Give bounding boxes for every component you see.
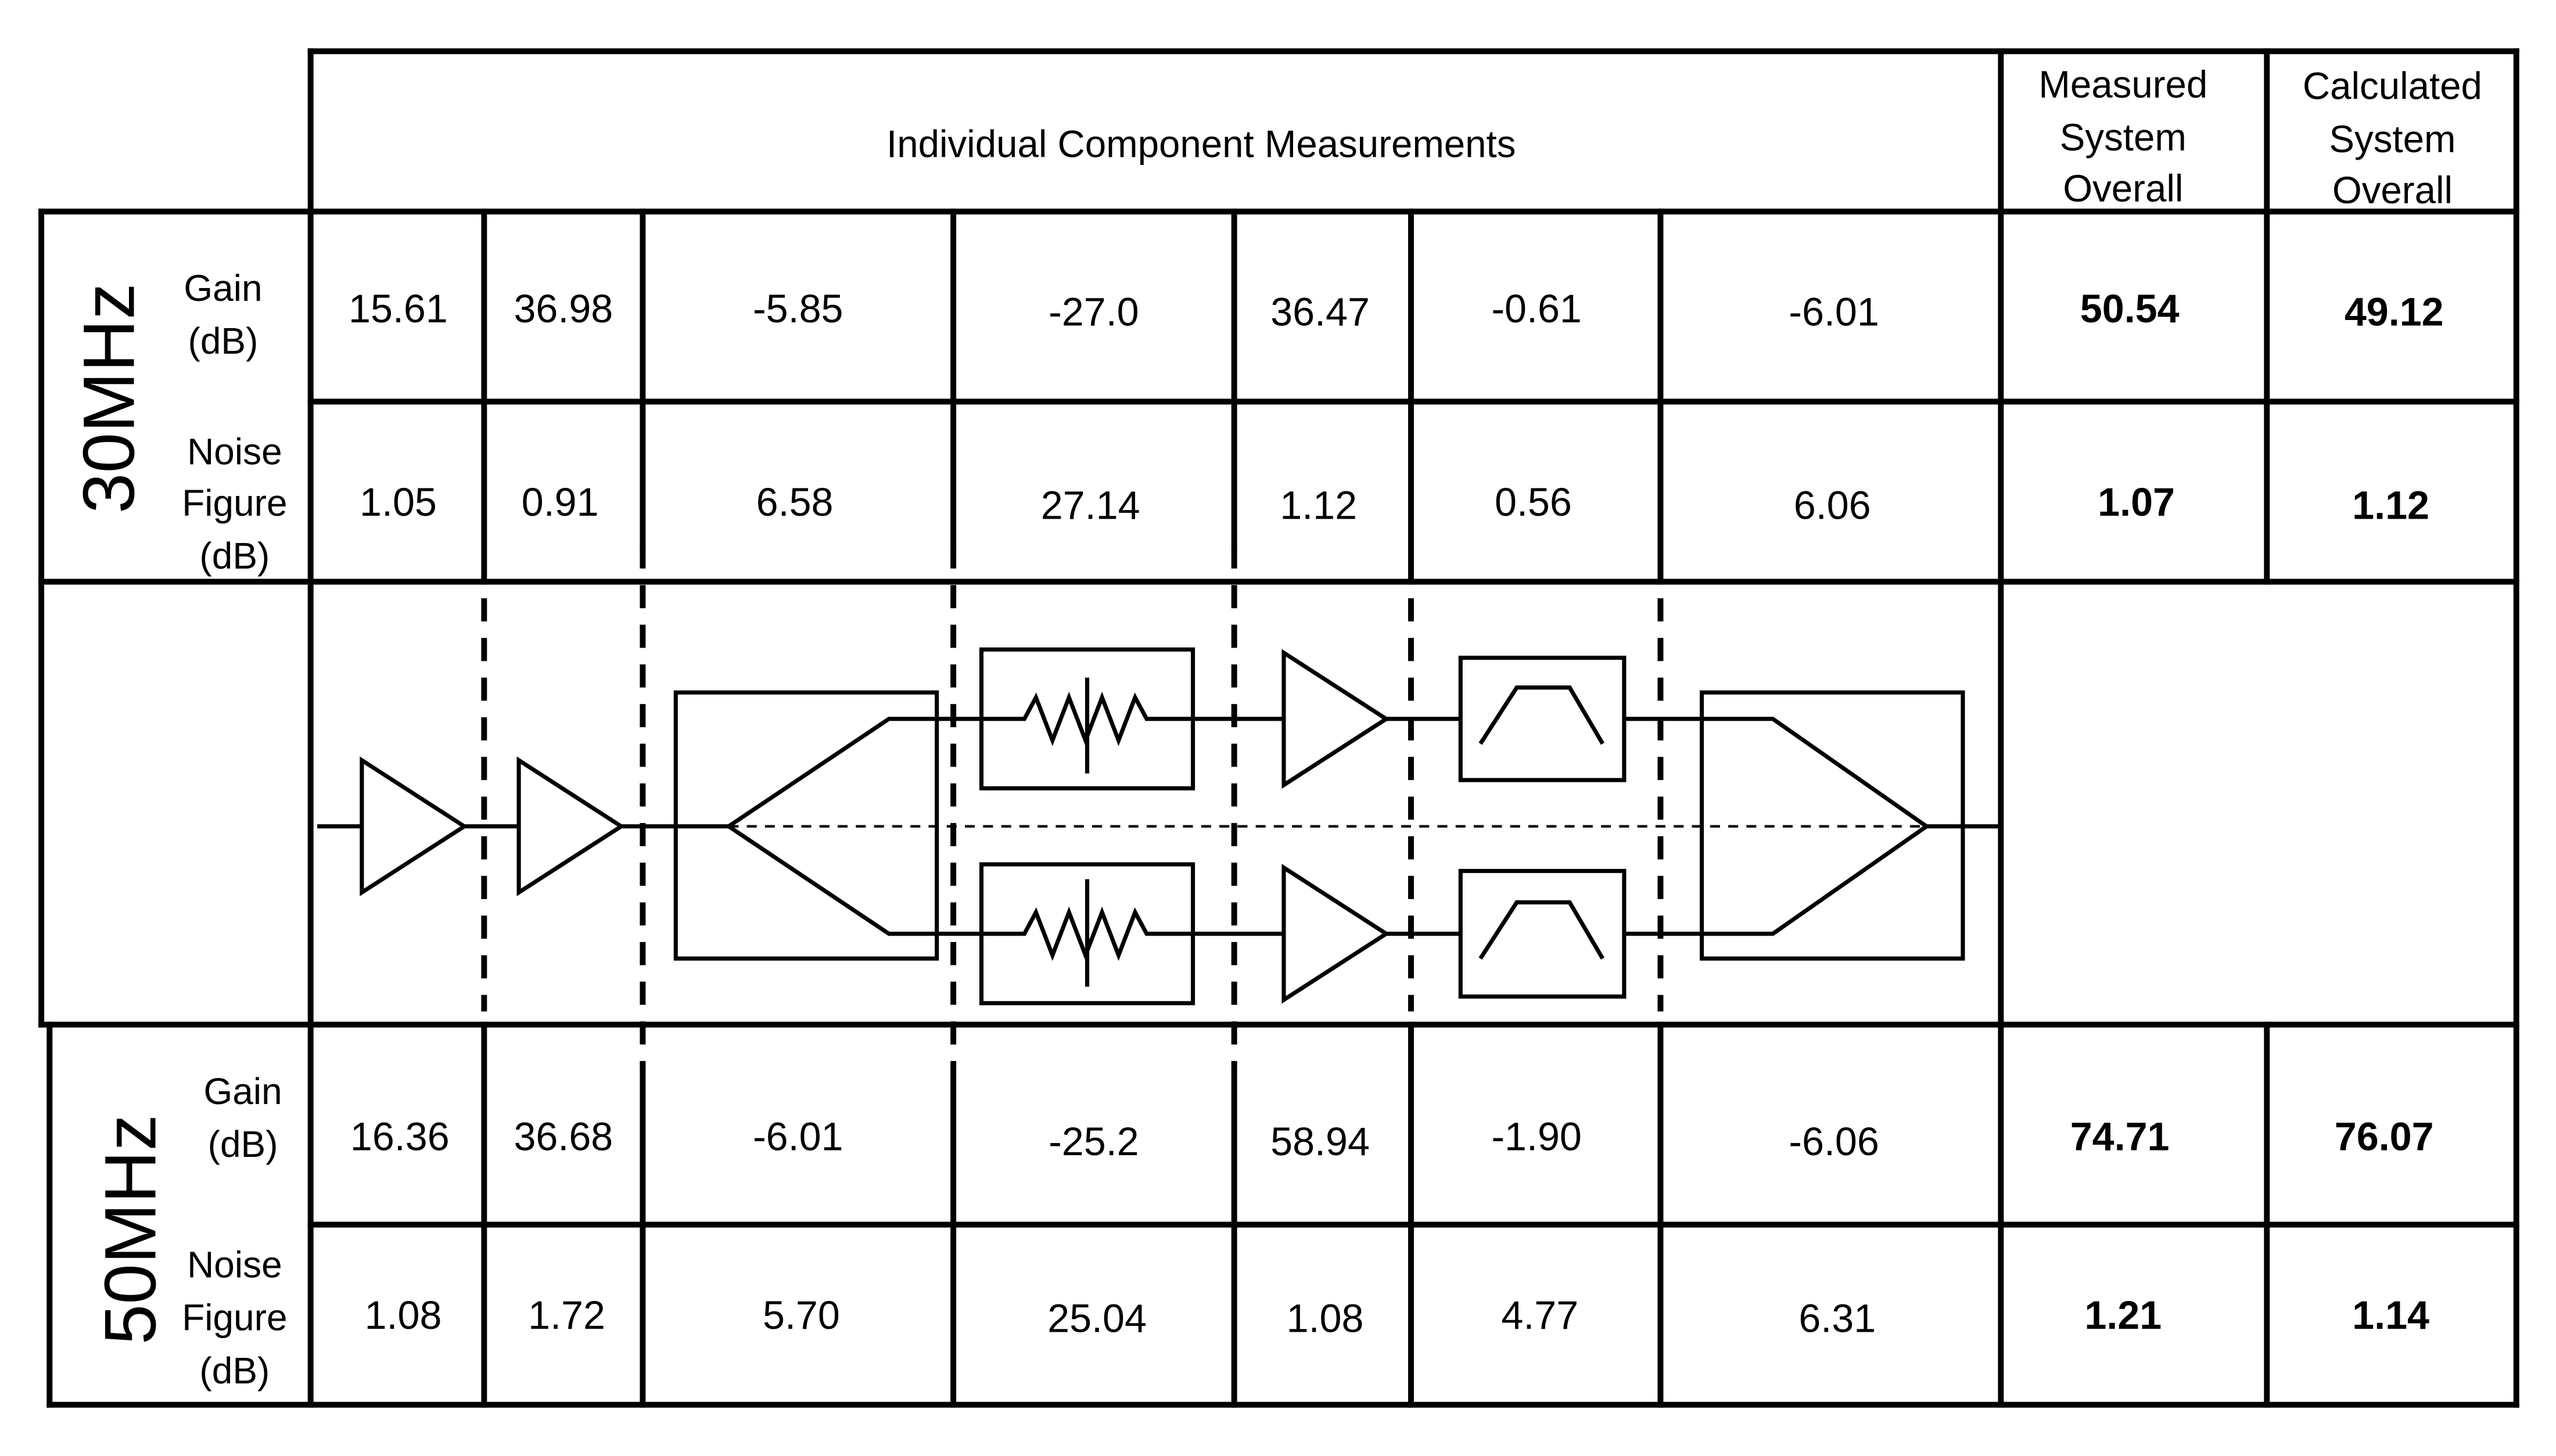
cell-value: 1.12	[1280, 484, 1357, 528]
variable-attenuator-upper-icon	[979, 647, 1196, 790]
cell-value: 6.06	[1794, 484, 1871, 528]
cell-value: 1.08	[1287, 1297, 1364, 1341]
measured-overall-value: 1.21	[2084, 1293, 2162, 1338]
cell-value: 0.91	[522, 480, 599, 524]
calculated-overall-value: 76.07	[2335, 1115, 2434, 1159]
cell-value: 58.94	[1270, 1120, 1370, 1164]
measured-overall-value: 50.54	[2080, 287, 2180, 331]
header-individual-measurements: Individual Component Measurements	[886, 123, 1516, 165]
row-label-line: Gain	[204, 1070, 282, 1112]
cell-value: 36.98	[514, 287, 613, 331]
amplifier-upper-icon	[1281, 649, 1390, 789]
cell-value: 4.77	[1501, 1293, 1578, 1338]
cell-value: 1.08	[365, 1293, 442, 1338]
amplifier-lower-icon	[1281, 864, 1390, 1004]
table-row-30mhz-gain: 15.61 36.98 -5.85 -27.0 36.47 -0.61 -6.0…	[349, 287, 2444, 335]
row-label-line: Gain	[184, 267, 262, 309]
header-calculated-line3: Overall	[2332, 169, 2453, 211]
row-label-line: (dB)	[199, 535, 270, 577]
amplifier-2-icon	[516, 756, 676, 897]
power-combiner-icon	[1699, 690, 2001, 961]
cell-value: 1.05	[360, 480, 437, 524]
row-label-line: (dB)	[188, 320, 259, 362]
table-row-50mhz-gain: 16.36 36.68 -6.01 -25.2 58.94 -1.90 -6.0…	[350, 1115, 2434, 1164]
cell-value: 6.58	[756, 480, 834, 524]
row-label-noise-figure-50mhz: Noise Figure (dB)	[182, 1244, 287, 1392]
cell-value: 36.47	[1270, 290, 1370, 335]
header-measured-line3: Overall	[2063, 167, 2183, 210]
bandpass-filter-upper-icon	[1458, 656, 1627, 782]
header-measured-line1: Measured	[2038, 63, 2207, 106]
header-measured-line2: System	[2060, 116, 2187, 159]
stage-separators	[481, 545, 1664, 1066]
row-label-gain-30mhz: Gain (dB)	[184, 267, 262, 362]
cell-value: -5.85	[753, 287, 843, 331]
cell-value: -6.01	[753, 1115, 843, 1159]
cell-value: 36.68	[514, 1115, 613, 1159]
cell-value: -1.90	[1491, 1115, 1582, 1159]
frequency-label-50mhz: 50MHz	[89, 1115, 171, 1345]
cell-value: 0.56	[1495, 480, 1572, 524]
cell-value: -6.01	[1789, 290, 1879, 335]
block-diagram	[317, 647, 2001, 1005]
table-grid	[38, 48, 2519, 1408]
cell-value: -27.0	[1049, 290, 1139, 335]
row-label-line: Figure	[182, 482, 287, 524]
cell-value: 1.72	[528, 1293, 605, 1338]
row-label-line: Noise	[187, 431, 282, 473]
row-label-gain-50mhz: Gain (dB)	[204, 1070, 282, 1165]
cell-value: 15.61	[349, 287, 448, 331]
cell-value: -0.61	[1491, 287, 1582, 331]
table-row-30mhz-noise-figure: 1.05 0.91 6.58 27.14 1.12 0.56 6.06 1.07…	[360, 480, 2429, 528]
table-row-50mhz-noise-figure: 1.08 1.72 5.70 25.04 1.08 4.77 6.31 1.21…	[365, 1293, 2429, 1341]
header-measured-overall: Measured System Overall	[2038, 63, 2207, 210]
bandpass-filter-lower-icon	[1458, 869, 1627, 999]
calculated-overall-value: 49.12	[2345, 290, 2444, 335]
header-calculated-line2: System	[2329, 118, 2456, 160]
cell-value: 16.36	[350, 1115, 450, 1159]
row-label-line: (dB)	[208, 1123, 278, 1165]
cell-value: 5.70	[763, 1293, 840, 1338]
cell-value: -6.06	[1789, 1120, 1879, 1164]
header-calculated-line1: Calculated	[2303, 65, 2482, 107]
variable-attenuator-lower-icon	[979, 862, 1196, 1005]
cell-value: 25.04	[1047, 1297, 1147, 1341]
row-label-noise-figure-30mhz: Noise Figure (dB)	[182, 431, 287, 577]
measured-overall-value: 1.07	[2098, 480, 2175, 524]
row-label-line: (dB)	[199, 1350, 270, 1392]
row-label-line: Figure	[182, 1297, 287, 1339]
cell-value: -25.2	[1049, 1120, 1139, 1164]
calculated-overall-value: 1.12	[2352, 484, 2429, 528]
row-label-line: Noise	[187, 1244, 282, 1286]
measured-overall-value: 74.71	[2070, 1115, 2170, 1159]
amplifier-1-icon	[317, 756, 519, 897]
calculated-overall-value: 1.14	[2352, 1293, 2429, 1338]
frequency-label-30mhz: 30MHz	[68, 283, 149, 514]
cell-value: 27.14	[1041, 484, 1140, 528]
cell-value: 6.31	[1798, 1297, 1876, 1341]
header-calculated-overall: Calculated System Overall	[2303, 65, 2482, 211]
